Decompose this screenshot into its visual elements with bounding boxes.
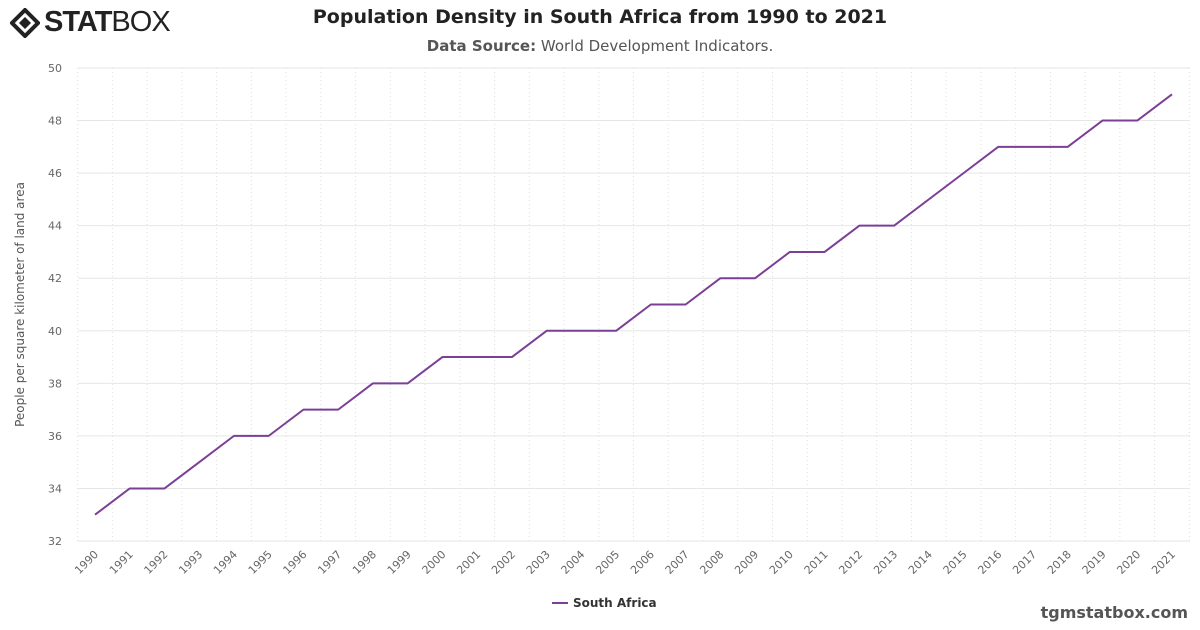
legend-label: South Africa bbox=[573, 596, 657, 610]
x-tick-label: 2017 bbox=[1010, 548, 1039, 577]
x-tick-label: 2018 bbox=[1045, 548, 1074, 577]
x-tick-label: 1998 bbox=[350, 548, 379, 577]
x-tick-label: 1992 bbox=[142, 548, 171, 577]
x-tick-label: 1991 bbox=[107, 548, 136, 577]
x-tick-label: 1993 bbox=[176, 548, 205, 577]
x-tick-label: 2000 bbox=[420, 548, 449, 577]
x-tick-label: 1995 bbox=[246, 548, 275, 577]
x-tick-label: 2005 bbox=[593, 548, 622, 577]
x-tick-label: 1994 bbox=[211, 548, 240, 577]
logo-text-bold: STAT bbox=[44, 6, 112, 38]
x-tick-label: 2015 bbox=[941, 548, 970, 577]
y-tick-label: 42 bbox=[48, 272, 62, 285]
x-tick-label: 2011 bbox=[802, 548, 831, 577]
x-tick-label: 2007 bbox=[663, 548, 692, 577]
x-tick-label: 2020 bbox=[1114, 548, 1143, 577]
y-tick-label: 44 bbox=[48, 220, 62, 233]
y-tick-label: 36 bbox=[48, 430, 62, 443]
y-axis-label: People per square kilometer of land area bbox=[13, 182, 27, 427]
y-tick-label: 34 bbox=[48, 482, 62, 495]
y-tick-label: 46 bbox=[48, 167, 62, 180]
x-tick-label: 2010 bbox=[767, 548, 796, 577]
x-tick-label: 1996 bbox=[281, 548, 310, 577]
source-value: World Development Indicators. bbox=[540, 37, 774, 55]
x-tick-label: 1990 bbox=[72, 548, 101, 577]
source-label: Data Source: bbox=[426, 37, 537, 55]
chart-title: Population Density in South Africa from … bbox=[312, 6, 888, 28]
x-tick-label: 2014 bbox=[906, 548, 935, 577]
statbox-logo: STATBOX bbox=[10, 6, 171, 39]
x-tick-label: 2013 bbox=[871, 548, 900, 577]
y-tick-label: 40 bbox=[48, 325, 62, 338]
y-tick-label: 38 bbox=[48, 377, 62, 390]
x-tick-label: 2004 bbox=[559, 548, 588, 577]
x-tick-label: 1997 bbox=[315, 548, 344, 577]
y-tick-label: 48 bbox=[48, 115, 62, 128]
x-tick-label: 2001 bbox=[454, 548, 483, 577]
footer-site: tgmstatbox.com bbox=[1040, 603, 1188, 622]
x-tick-label: 2009 bbox=[732, 548, 761, 577]
x-tick-label: 2006 bbox=[628, 548, 657, 577]
x-tick-label: 2016 bbox=[975, 548, 1004, 577]
x-tick-label: 2012 bbox=[836, 548, 865, 577]
x-tick-label: 2002 bbox=[489, 548, 518, 577]
logo-text-light: BOX bbox=[111, 6, 170, 38]
diamond-logo-icon bbox=[10, 7, 40, 38]
x-tick-label: 2019 bbox=[1080, 548, 1109, 577]
x-tick-label: 2003 bbox=[524, 548, 553, 577]
y-tick-label: 32 bbox=[48, 535, 62, 548]
x-tick-label: 2008 bbox=[697, 548, 726, 577]
chart-subtitle: Data Source: World Development Indicator… bbox=[0, 37, 1200, 55]
x-tick-label: 1999 bbox=[385, 548, 414, 577]
y-tick-label: 50 bbox=[48, 62, 62, 75]
series-line-south-africa bbox=[94, 93, 1173, 516]
x-tick-label: 2021 bbox=[1149, 548, 1178, 577]
